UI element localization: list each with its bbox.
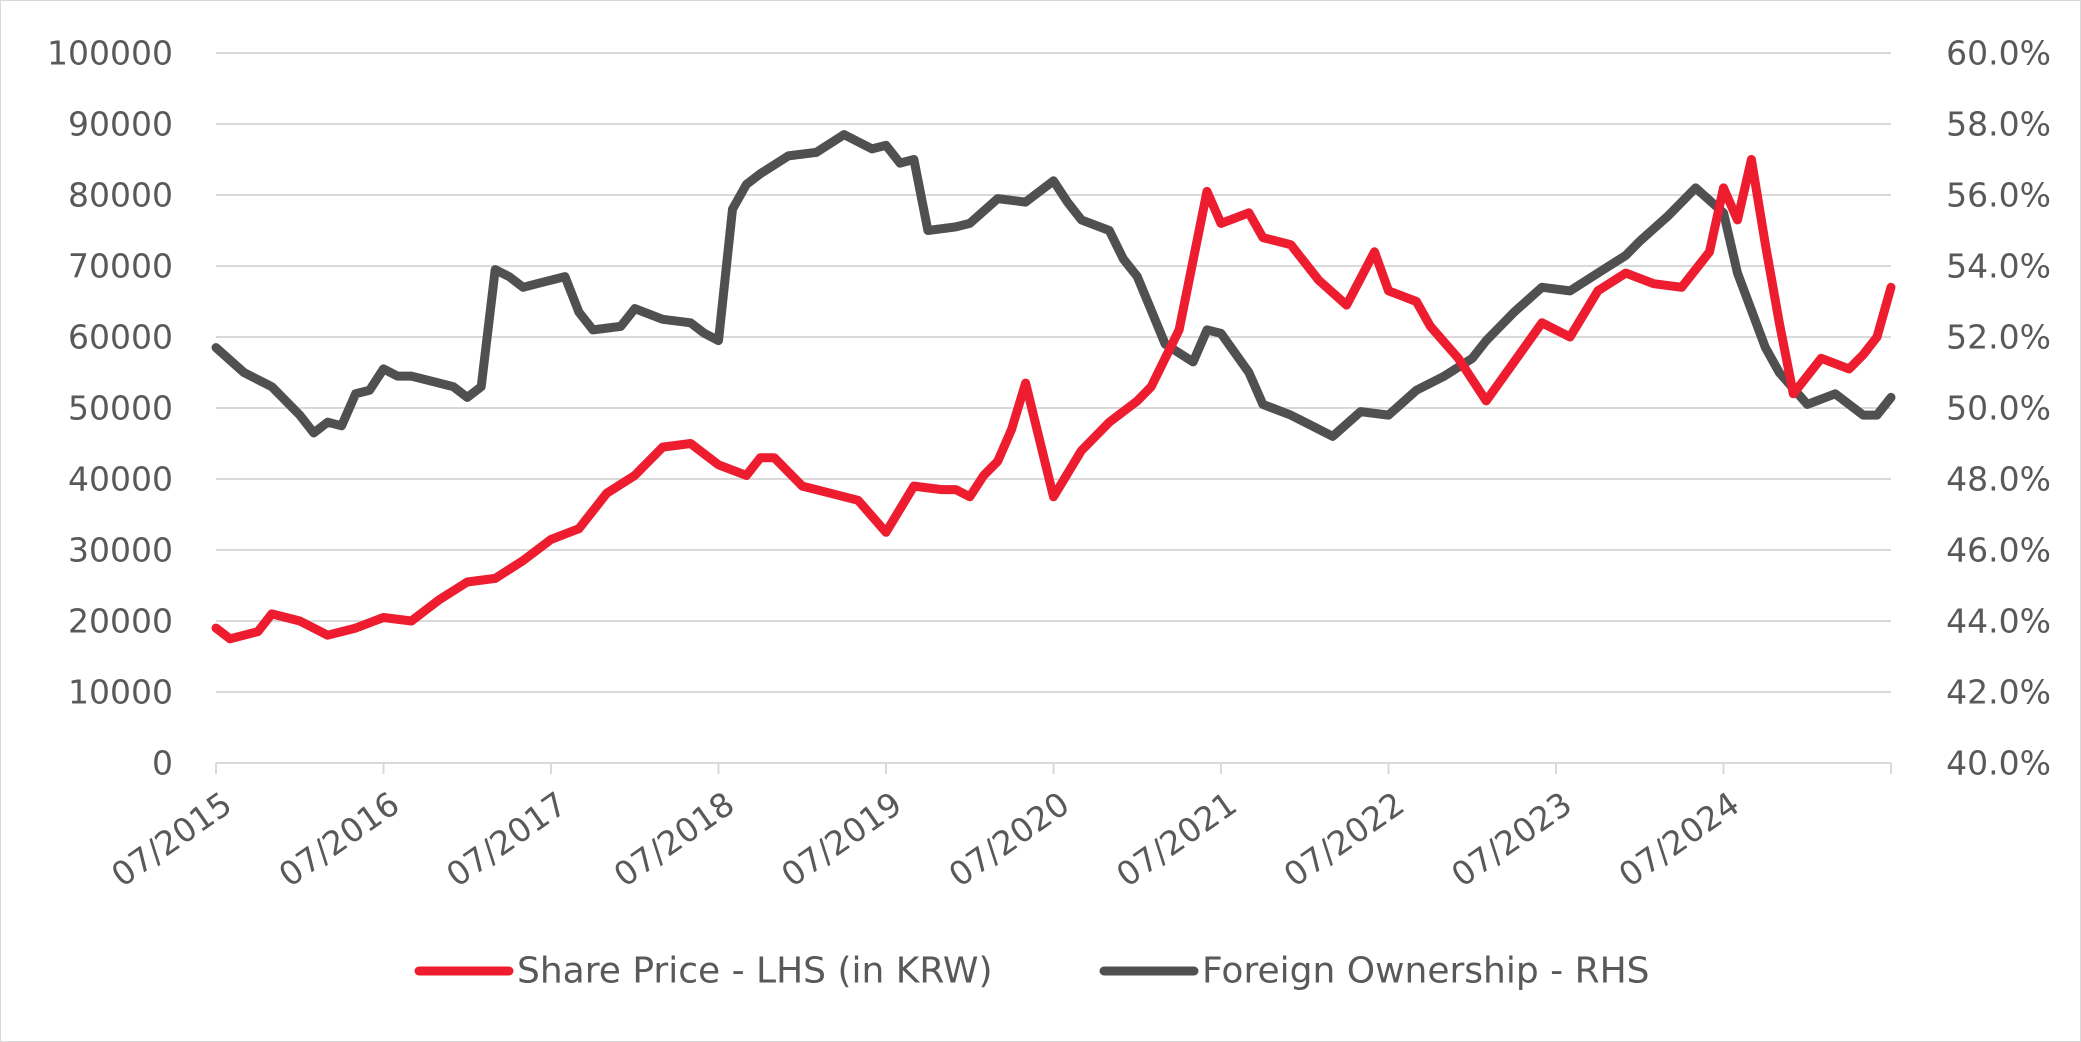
left-y-tick-label: 70000	[68, 247, 173, 286]
right-y-tick-label: 52.0%	[1946, 318, 2051, 357]
x-tick-label: 07/2021	[1109, 784, 1244, 895]
left-y-tick-label: 40000	[68, 460, 173, 499]
legend-item-foreign-ownership-label: Foreign Ownership - RHS	[1202, 951, 1650, 992]
left-y-tick-label: 90000	[68, 105, 173, 144]
right-y-tick-label: 48.0%	[1946, 460, 2051, 499]
x-tick-label: 07/2019	[774, 784, 909, 895]
x-tick-label: 07/2017	[439, 784, 574, 895]
right-y-tick-label: 44.0%	[1946, 602, 2051, 641]
series-lines	[211, 130, 1896, 644]
x-tick-label: 07/2023	[1444, 784, 1579, 895]
foreign-ownership-line	[211, 130, 1896, 441]
right-y-tick-label: 42.0%	[1946, 673, 2051, 712]
left-y-tick-label: 50000	[68, 389, 173, 428]
right-y-tick-label: 50.0%	[1946, 389, 2051, 428]
x-tick-label: 07/2024	[1612, 784, 1747, 895]
legend-item-share-price-label: Share Price - LHS (in KRW)	[517, 951, 993, 992]
left-y-tick-label: 10000	[68, 673, 173, 712]
share-price-line	[211, 155, 1896, 644]
right-y-tick-label: 40.0%	[1946, 744, 2051, 783]
right-y-tick-label: 58.0%	[1946, 105, 2051, 144]
x-tick-label: 07/2016	[272, 784, 407, 895]
left-y-tick-label: 20000	[68, 602, 173, 641]
right-y-tick-label: 46.0%	[1946, 531, 2051, 570]
right-y-tick-label: 54.0%	[1946, 247, 2051, 286]
left-y-tick-label: 0	[152, 744, 173, 783]
left-y-tick-label: 30000	[68, 531, 173, 570]
right-y-tick-label: 60.0%	[1946, 34, 2051, 73]
x-tick-label: 07/2018	[607, 784, 742, 895]
x-tick-label: 07/2020	[942, 784, 1077, 895]
legend: Share Price - LHS (in KRW) Foreign Owners…	[414, 951, 1650, 992]
right-y-tick-label: 56.0%	[1946, 176, 2051, 215]
x-tick-label: 07/2022	[1277, 784, 1412, 895]
left-y-tick-label: 100000	[47, 34, 173, 73]
x-tick-label: 07/2015	[104, 784, 239, 895]
gridlines	[216, 52, 1891, 764]
left-y-tick-label: 60000	[68, 318, 173, 357]
left-y-tick-label: 80000	[68, 176, 173, 215]
